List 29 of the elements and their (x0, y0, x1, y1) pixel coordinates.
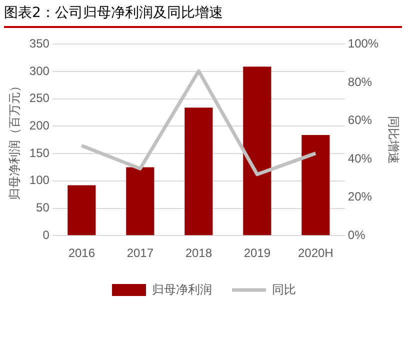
x-tick-label: 2017 (126, 246, 154, 260)
y2-tick-label: 100% (348, 36, 379, 51)
y2-tick-label: 60% (348, 113, 372, 128)
x-tick-label: 2020H (298, 246, 334, 260)
y-tick-label: 350 (29, 36, 50, 51)
chart-title: 图表2：公司归母净利润及同比增速 (4, 4, 402, 28)
y-tick-label: 150 (29, 146, 50, 160)
bar (68, 185, 96, 236)
y-tick-label: 100 (29, 173, 50, 188)
y-tick-label: 250 (29, 91, 50, 106)
x-tick-label: 2018 (185, 246, 212, 260)
legend-label: 归母净利润 (152, 282, 212, 296)
y-tick-label: 0 (42, 228, 50, 242)
x-tick-label: 2016 (68, 246, 96, 260)
y2-tick-label: 40% (348, 151, 372, 166)
bar (302, 134, 330, 236)
y-tick-label: 50 (36, 200, 50, 215)
bar (243, 66, 272, 236)
y2-tick-label: 20% (348, 190, 372, 204)
y-tick-label: 300 (29, 64, 50, 78)
y2-tick-label: 80% (348, 74, 372, 89)
y2-axis-title: 同比增速 (386, 116, 400, 164)
y2-tick-label: 0% (348, 228, 366, 242)
y-tick-label: 200 (29, 118, 50, 133)
bar (184, 108, 213, 236)
x-tick-label: 2019 (244, 246, 271, 260)
legend-label: 同比 (272, 282, 296, 296)
bar (126, 167, 154, 236)
y-axis-title: 归母净利润（百万元） (8, 80, 22, 200)
